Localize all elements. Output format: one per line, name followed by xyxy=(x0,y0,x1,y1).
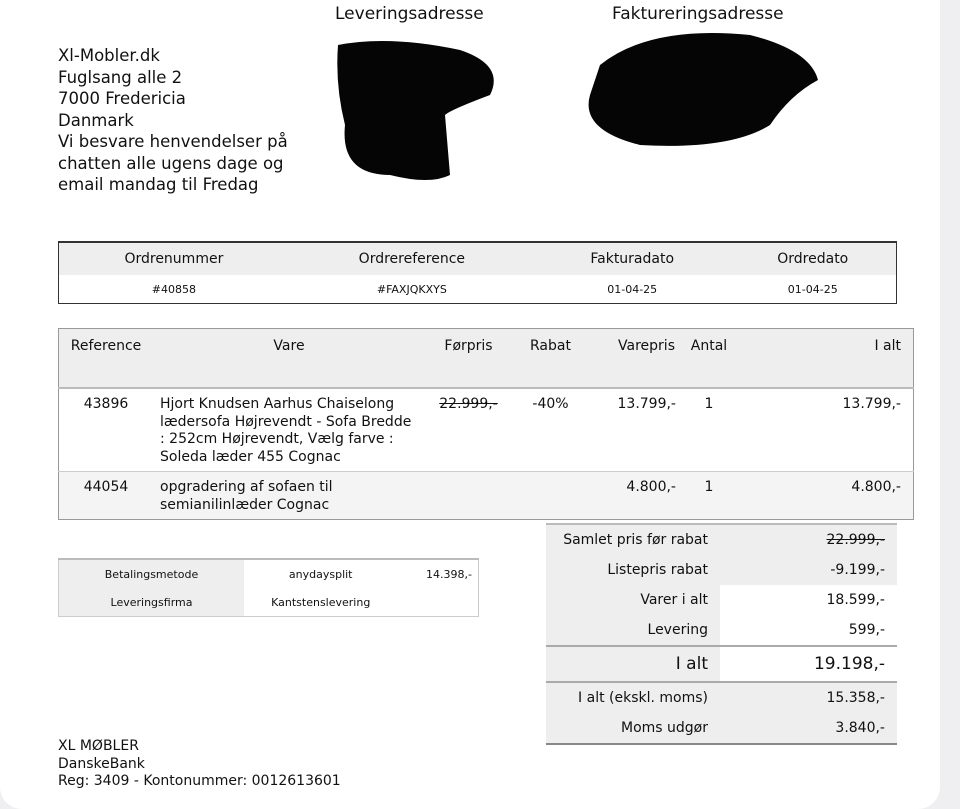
total-value: -9.199,- xyxy=(720,555,897,585)
order-info-table: Ordrenummer Ordrereference Fakturadato O… xyxy=(58,241,897,304)
total-label: Varer i alt xyxy=(546,585,720,615)
item-price: 13.799,- xyxy=(617,396,677,412)
col-total: I alt xyxy=(735,328,914,389)
payment-table: Betalingsmetode anydaysplit 14.398,- Lev… xyxy=(58,558,479,617)
item-ref: 44054 xyxy=(58,471,153,520)
item-total: 4.800,- xyxy=(735,471,914,520)
total-value: 599,- xyxy=(848,622,885,638)
delivery-address-heading: Leveringsadresse xyxy=(335,4,484,24)
seller-note: chatten alle ugens dage og xyxy=(58,153,284,173)
col-order-number: Ordrenummer xyxy=(58,242,289,275)
total-label: Moms udgør xyxy=(546,713,720,744)
bank-name: DanskeBank xyxy=(58,755,145,772)
item-before-price xyxy=(425,471,512,520)
payment-amount: 14.398,- xyxy=(426,567,472,581)
seller-city: 7000 Fredericia xyxy=(58,89,186,108)
col-order-date: Ordredato xyxy=(729,242,897,275)
col-before-price: Førpris xyxy=(425,328,512,389)
total-value: 3.840,- xyxy=(720,713,897,744)
item-ref: 43896 xyxy=(83,396,129,412)
seller-street: Fuglsang alle 2 xyxy=(58,67,183,87)
col-qty: Antal xyxy=(683,328,735,389)
grand-total-label: I alt xyxy=(546,645,720,683)
billing-address-heading: Faktureringsadresse xyxy=(612,4,784,24)
total-value: 18.599,- xyxy=(826,592,886,608)
item-qty: 1 xyxy=(704,396,714,412)
bank-info: XL MØBLER DanskeBank Reg: 3409 - Kontonu… xyxy=(58,738,341,791)
col-discount: Rabat xyxy=(512,328,589,389)
item-name: Hjort Knudsen Aarhus Chaiselong lædersof… xyxy=(160,396,412,465)
col-order-reference: Ordrereference xyxy=(288,242,535,275)
order-number: #40858 xyxy=(151,282,196,296)
total-label: Listepris rabat xyxy=(546,555,720,585)
seller-country: Danmark xyxy=(58,110,134,130)
item-before-price: 22.999,- xyxy=(439,396,498,412)
col-price: Varepris xyxy=(589,328,683,389)
items-table: Reference Vare Førpris Rabat Varepris An… xyxy=(58,328,914,520)
item-discount xyxy=(512,471,589,520)
order-reference: #FAXJQKXYS xyxy=(376,282,447,296)
seller-name: Xl-Mobler.dk xyxy=(58,46,160,65)
payment-method: anydaysplit xyxy=(288,567,353,581)
payment-method-label: Betalingsmetode xyxy=(58,559,244,588)
total-value: 22.999,- xyxy=(720,524,897,555)
item-price: 4.800,- xyxy=(589,471,683,520)
total-label: Levering xyxy=(546,615,720,646)
item-name: opgradering af sofaen til semianilinlæde… xyxy=(153,471,425,520)
bank-company: XL MØBLER xyxy=(58,738,139,754)
invoice-date: 01-04-25 xyxy=(607,282,658,296)
bank-account: Reg: 3409 - Kontonummer: 0012613601 xyxy=(58,773,341,789)
seller-note: email mandag til Fredag xyxy=(58,175,259,194)
total-value: 15.358,- xyxy=(720,682,897,713)
total-label: Samlet pris før rabat xyxy=(546,524,720,555)
table-row: 43896 Hjort Knudsen Aarhus Chaiselong læ… xyxy=(59,388,914,472)
item-discount: -40% xyxy=(532,396,569,412)
seller-address: Xl-Mobler.dk Fuglsang alle 2 7000 Freder… xyxy=(58,45,288,196)
carrier: Kantstenslevering xyxy=(271,595,371,609)
total-label: I alt (ekskl. moms) xyxy=(546,682,720,713)
carrier-label: Leveringsfirma xyxy=(58,588,244,617)
redaction-scribbles xyxy=(337,33,818,180)
table-row: 44054 opgradering af sofaen til semianil… xyxy=(58,471,914,520)
order-date: 01-04-25 xyxy=(787,282,838,296)
item-total: 13.799,- xyxy=(842,396,902,412)
empty-cell xyxy=(397,588,478,617)
item-qty: 1 xyxy=(683,471,735,520)
col-invoice-date: Fakturadato xyxy=(534,242,730,275)
col-reference: Reference xyxy=(58,328,153,389)
grand-total-value: 19.198,- xyxy=(720,645,897,683)
totals-table: Samlet pris før rabat 22.999,- Listepris … xyxy=(546,523,897,745)
col-item: Vare xyxy=(153,328,425,389)
seller-note: Vi besvare henvendelser på xyxy=(58,132,288,151)
